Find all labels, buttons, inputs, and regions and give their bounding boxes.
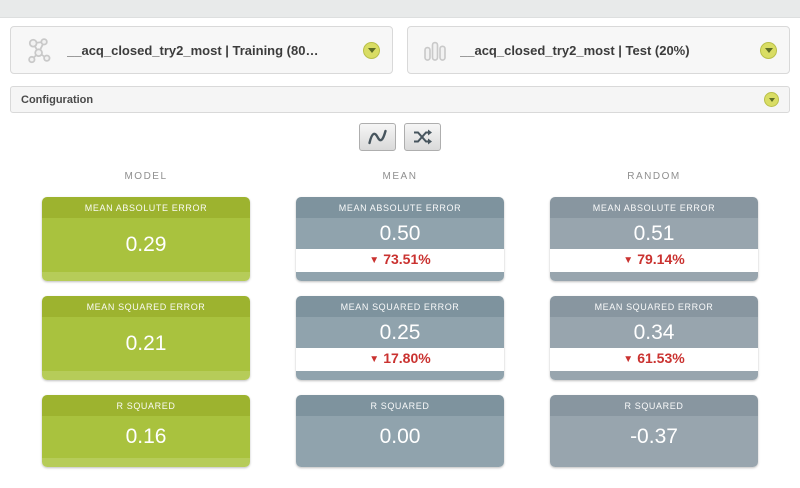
card-footer (296, 458, 504, 467)
configuration-bar[interactable]: Configuration (10, 86, 790, 113)
configuration-label: Configuration (21, 93, 94, 106)
metric-card-model-r2: R SQUARED 0.16 (42, 395, 250, 467)
card-footer (42, 272, 250, 281)
metric-name: MEAN ABSOLUTE ERROR (296, 197, 504, 218)
metric-delta: ▼ 79.14% (550, 249, 758, 272)
card-footer (550, 272, 758, 281)
training-panel-dropdown-toggle-icon[interactable] (363, 41, 380, 59)
decrease-arrow-icon: ▼ (623, 354, 634, 365)
decrease-arrow-icon: ▼ (369, 255, 380, 266)
metric-card-mean-r2: R SQUARED 0.00 (296, 395, 504, 467)
decrease-arrow-icon: ▼ (623, 255, 634, 266)
metric-value: 0.51 (550, 218, 758, 249)
metric-delta: ▼ 61.53% (550, 348, 758, 371)
test-panel-dropdown-toggle-icon[interactable] (760, 41, 777, 59)
card-footer (550, 458, 758, 467)
configuration-dropdown-toggle-icon[interactable] (764, 92, 779, 107)
curves-icon (368, 129, 387, 145)
card-footer (42, 458, 250, 467)
metric-value: 0.50 (296, 218, 504, 249)
metric-card-model-mae: MEAN ABSOLUTE ERROR 0.29 (42, 197, 250, 281)
metric-value: 0.21 (42, 317, 250, 371)
card-footer (42, 371, 250, 380)
metric-value: 0.00 (296, 416, 504, 458)
metric-delta-value: 17.80% (383, 350, 431, 366)
test-dataset-label: __acq_closed_try2_most | Test (20%) (460, 42, 690, 58)
metric-name: MEAN SQUARED ERROR (550, 296, 758, 317)
shuffle-icon (414, 129, 432, 145)
training-dataset-label: __acq_closed_try2_most | Training (80… (67, 42, 319, 58)
test-dataset-icon (420, 35, 450, 65)
metric-delta-value: 79.14% (637, 251, 685, 267)
decrease-arrow-icon: ▼ (369, 354, 380, 365)
top-bar (0, 0, 800, 18)
metric-card-model-mse: MEAN SQUARED ERROR 0.21 (42, 296, 250, 380)
metric-delta-value: 61.53% (637, 350, 685, 366)
evaluation-panel: __acq_closed_try2_most | Training (80… _… (0, 18, 800, 467)
evaluation-curves-button[interactable] (359, 123, 396, 151)
metric-name: MEAN SQUARED ERROR (42, 296, 250, 317)
metric-delta: ▼ 73.51% (296, 249, 504, 272)
metric-value: 0.25 (296, 317, 504, 348)
card-footer (296, 371, 504, 380)
metric-value: 0.16 (42, 416, 250, 458)
column-header-random: RANDOM (627, 171, 681, 182)
evaluation-toolbar (10, 123, 790, 157)
metric-value: 0.29 (42, 218, 250, 272)
column-header-mean: MEAN (382, 171, 418, 182)
metric-value: 0.34 (550, 317, 758, 348)
metric-delta: ▼ 17.80% (296, 348, 504, 371)
metric-value: -0.37 (550, 416, 758, 458)
metric-name: MEAN ABSOLUTE ERROR (550, 197, 758, 218)
metric-card-random-r2: R SQUARED -0.37 (550, 395, 758, 467)
training-dataset-panel[interactable]: __acq_closed_try2_most | Training (80… (10, 26, 393, 74)
training-dataset-icon (23, 35, 57, 65)
metric-name: R SQUARED (296, 395, 504, 416)
metric-name: R SQUARED (550, 395, 758, 416)
column-header-model: MODEL (124, 171, 168, 182)
metric-card-random-mse: MEAN SQUARED ERROR 0.34 ▼ 61.53% (550, 296, 758, 380)
card-footer (296, 272, 504, 281)
shuffle-comparison-button[interactable] (404, 123, 441, 151)
dataset-panels: __acq_closed_try2_most | Training (80… _… (10, 26, 790, 74)
metric-name: MEAN ABSOLUTE ERROR (42, 197, 250, 218)
metrics-grid: MODEL MEAN RANDOM MEAN ABSOLUTE ERROR 0.… (10, 159, 790, 467)
metric-card-random-mae: MEAN ABSOLUTE ERROR 0.51 ▼ 79.14% (550, 197, 758, 281)
card-footer (550, 371, 758, 380)
metric-card-mean-mae: MEAN ABSOLUTE ERROR 0.50 ▼ 73.51% (296, 197, 504, 281)
metric-name: R SQUARED (42, 395, 250, 416)
metric-delta-value: 73.51% (383, 251, 431, 267)
metric-card-mean-mse: MEAN SQUARED ERROR 0.25 ▼ 17.80% (296, 296, 504, 380)
test-dataset-panel[interactable]: __acq_closed_try2_most | Test (20%) (407, 26, 790, 74)
metric-name: MEAN SQUARED ERROR (296, 296, 504, 317)
